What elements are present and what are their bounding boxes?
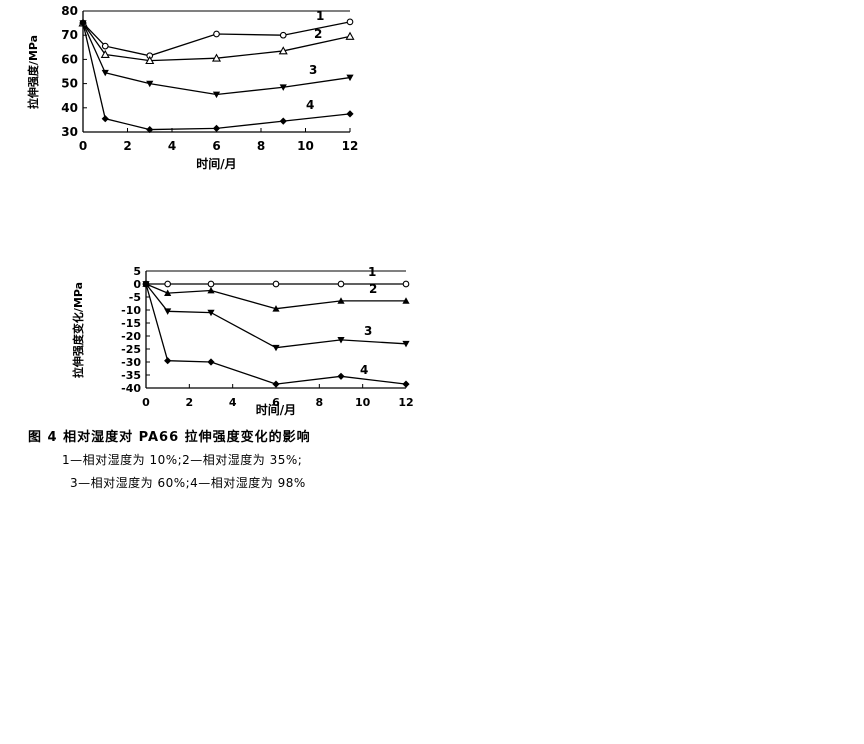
chart-1-y-tick-label: 40 xyxy=(61,101,78,115)
chart-1-series-2-line xyxy=(82,22,351,62)
chart-1-x-tick-label: 12 xyxy=(342,139,359,153)
chart-1-series-2-point xyxy=(100,49,110,58)
chart-2-series-4-point xyxy=(142,280,150,288)
chart-1-x-tick-label: 0 xyxy=(79,139,87,153)
caption-title: 图 4 相对湿度对 PA66 拉伸强度变化的影响 xyxy=(28,430,311,445)
chart-1-y-tick-label: 30 xyxy=(61,125,78,139)
chart-1-series-3-point xyxy=(101,69,109,77)
chart-2-series-1-point xyxy=(272,280,280,288)
chart-2-series-2-line xyxy=(145,283,406,310)
chart-1-series-4-point xyxy=(346,110,354,118)
chart-2-series-4-point xyxy=(207,358,215,366)
chart-2-series-3-point xyxy=(164,308,172,315)
chart-1-y-axis-label: 拉伸强度/MPa xyxy=(26,35,40,109)
chart-1-x-tick-label: 6 xyxy=(212,139,220,153)
chart-2-y-tick-label: -20 xyxy=(121,330,141,343)
chart-1-series-3-point xyxy=(279,84,287,91)
chart-1-series-4-line xyxy=(82,22,351,131)
chart-1-series-1-point xyxy=(279,31,287,39)
chart-1-x-tick-label: 8 xyxy=(257,139,265,153)
chart-1-series-4-point xyxy=(101,115,109,123)
chart-2-series-2-point xyxy=(337,297,345,304)
chart-2-y-tick-label: -5 xyxy=(129,291,141,304)
chart-1-series-4-point xyxy=(79,19,87,27)
chart-1-series-2-point xyxy=(345,31,355,40)
chart-2-y-tick-label: -25 xyxy=(121,343,141,356)
chart-1-y-tick-label: 70 xyxy=(61,28,78,42)
chart-1-series-3-point xyxy=(212,91,221,99)
chart-1-x-tick-label: 10 xyxy=(297,139,314,153)
chart-2-series-4-point xyxy=(164,357,172,365)
chart-2-y-tick-label: -30 xyxy=(121,356,141,369)
chart-2-x-tick-label: 0 xyxy=(142,396,150,409)
caption-legend-line-2: 3—相对湿度为 60%;4—相对湿度为 98% xyxy=(70,476,306,490)
chart-2-series-3-line xyxy=(145,283,407,349)
chart-2-series-3-point xyxy=(272,344,280,352)
chart-2-series-4-label: 4 xyxy=(360,363,368,377)
chart-2-y-tick-label: -40 xyxy=(121,382,141,395)
chart-2-series-1-point xyxy=(337,280,345,288)
chart-2-series-1-label: 1 xyxy=(368,265,376,279)
chart-1-series-4-point xyxy=(212,124,221,132)
chart-1-series-3-label: 3 xyxy=(309,63,317,77)
chart-1-series-4-point xyxy=(279,117,287,125)
chart-2-y-tick-label: -10 xyxy=(121,304,141,317)
chart-2-x-tick-label: 10 xyxy=(355,396,371,409)
chart-2-series-4-point xyxy=(402,380,410,388)
chart-2-y-axis-label: 拉伸强度变化/MPa xyxy=(71,282,85,378)
chart-1-series-4-label: 4 xyxy=(306,98,314,112)
chart-1-x-tick-label: 2 xyxy=(123,139,131,153)
chart-1-series-4-point xyxy=(146,125,154,134)
chart-1-series-3-line xyxy=(82,22,351,96)
chart-2-y-tick-label: 5 xyxy=(133,265,141,278)
chart-2-series-1-point xyxy=(207,280,215,288)
chart-1-series-2-point xyxy=(145,55,155,65)
chart-1-series-1-point xyxy=(346,18,354,26)
chart-1-y-tick-label: 80 xyxy=(61,4,78,18)
chart-2-series-1-point xyxy=(164,280,172,288)
chart-2-x-tick-label: 2 xyxy=(186,396,194,409)
chart-2-x-tick-label: 6 xyxy=(272,396,280,409)
chart-2-series-3-point xyxy=(207,309,215,317)
chart-2-series-3-label: 3 xyxy=(364,324,372,338)
chart-2-y-tick-label: 0 xyxy=(133,278,141,291)
chart-2-series-2-point xyxy=(207,286,215,294)
chart-2-series-3-point xyxy=(402,340,410,348)
chart-1-series-1-point xyxy=(101,42,109,50)
chart-2-series-4-point xyxy=(337,372,345,380)
chart-2-series-2-point xyxy=(164,289,172,296)
chart-2-y-tick-label: -15 xyxy=(121,317,141,330)
chart-2-series-4-point xyxy=(272,380,280,388)
chart-1-y-tick-label: 50 xyxy=(61,77,78,91)
chart-2-y-tick-label: -35 xyxy=(121,369,141,382)
chart-1-series-2-point xyxy=(211,53,222,62)
chart-1-series-2-point xyxy=(278,46,288,55)
caption-legend-line-1: 1—相对湿度为 10%;2—相对湿度为 35%; xyxy=(62,453,303,467)
chart-1-series-1-point xyxy=(213,30,220,38)
chart-1-x-axis-label: 时间/月 xyxy=(196,156,236,171)
chart-2-series-3-point xyxy=(337,337,345,344)
chart-2-series-4-line xyxy=(145,283,407,385)
chart-2-series-2-point xyxy=(272,305,280,312)
chart-2-series-2-point xyxy=(402,297,410,304)
figure-caption: 图 4 相对湿度对 PA66 拉伸强度变化的影响 1—相对湿度为 10%;2—相… xyxy=(28,426,548,491)
chart-2-series-1-point xyxy=(402,280,410,288)
chart-1-series-3-point xyxy=(346,74,354,82)
chart-2-x-tick-label: 4 xyxy=(229,396,237,409)
chart-2-x-tick-label: 8 xyxy=(316,396,324,409)
chart-1-series-1-label: 1 xyxy=(316,9,324,23)
chart-1-x-tick-label: 4 xyxy=(168,139,176,153)
chart-2-x-axis-label: 时间/月 xyxy=(256,402,296,417)
chart-1-y-tick-label: 60 xyxy=(61,52,78,66)
chart-2-series-2-label: 2 xyxy=(369,282,377,296)
chart-1-series-1-line xyxy=(82,21,351,57)
chart-1-series-3-point xyxy=(146,80,154,88)
chart-1-series-2-label: 2 xyxy=(314,27,322,41)
chart-2-x-tick-label: 12 xyxy=(398,396,413,409)
